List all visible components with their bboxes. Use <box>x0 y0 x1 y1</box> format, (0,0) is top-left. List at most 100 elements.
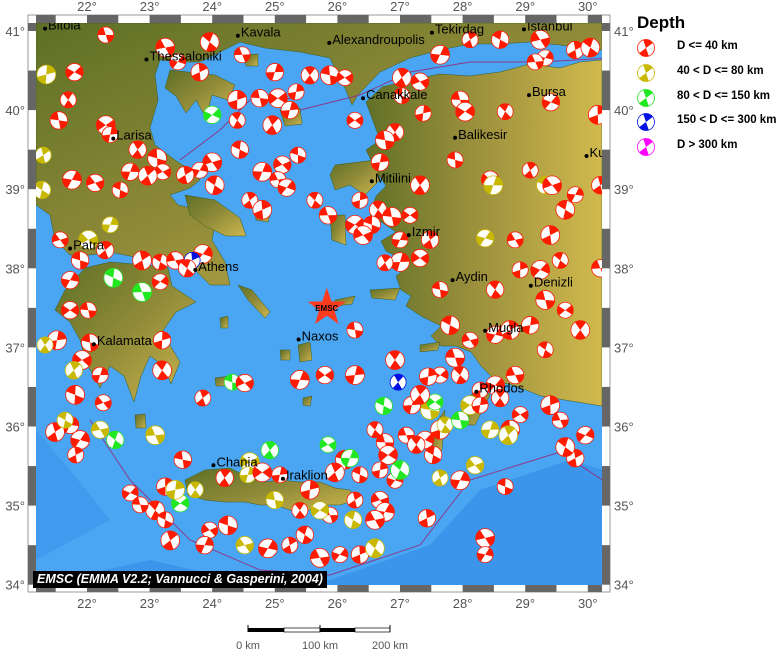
beachball-compression-quadrant <box>281 101 299 119</box>
beachball-compression-quadrant <box>251 89 269 107</box>
city-larisa: Larisa <box>111 128 152 143</box>
beachball-compression-quadrant <box>177 166 193 184</box>
legend-item-depth-80-150: 80 < D <= 150 km <box>636 88 779 108</box>
city-dot-icon <box>369 179 374 184</box>
beachball-event <box>318 206 338 225</box>
beachball-compression-quadrant <box>316 369 334 381</box>
beachball-event <box>466 456 485 475</box>
frame-segment <box>28 228 36 269</box>
city-chania: Chania <box>211 454 258 469</box>
frame-segment <box>36 15 56 23</box>
beachball-compression-quadrant <box>589 105 602 125</box>
beachball-compression-quadrant <box>419 368 437 386</box>
beachball-event <box>325 462 345 483</box>
land-paros <box>279 349 291 361</box>
land-kythera <box>134 413 147 429</box>
beachball-event <box>580 37 601 58</box>
beachball-compression-quadrant <box>392 232 408 248</box>
beachball-compression-quadrant <box>472 397 489 414</box>
lon-tick-label: 30° <box>578 0 598 14</box>
land-kea <box>219 315 229 329</box>
beachball-event <box>165 479 186 500</box>
frame-segment <box>28 545 36 585</box>
city-label: Patra <box>73 238 105 253</box>
city-dot-icon <box>296 337 301 342</box>
beachball-compression-quadrant <box>392 374 404 391</box>
beachball-compression-quadrant <box>557 437 573 457</box>
land-euboea <box>184 194 247 237</box>
beachball-event <box>431 281 449 299</box>
lon-tick-label: 22° <box>77 596 97 611</box>
beachball-compression-quadrant <box>155 360 169 380</box>
beachball-event <box>483 175 504 196</box>
beachball-compression-quadrant <box>98 241 112 259</box>
beachball-event <box>173 450 192 469</box>
beachball-event <box>475 528 495 548</box>
beachball-event <box>137 165 158 186</box>
beachball-event <box>340 449 360 468</box>
lon-tick-label: 23° <box>140 0 160 14</box>
beachball-compression-quadrant <box>68 446 83 463</box>
legend-title: Depth <box>637 13 686 32</box>
beachball-compression-quadrant <box>341 449 359 467</box>
beachball-event <box>265 490 284 510</box>
beachball-compression-quadrant <box>180 259 194 278</box>
beachball-compression-quadrant <box>288 84 304 100</box>
beachball-event <box>476 229 495 248</box>
beachball-compression-quadrant <box>420 400 440 420</box>
city-label: Kalamata <box>97 333 153 348</box>
beachball-compression-quadrant <box>97 27 114 43</box>
beachball-event <box>450 470 470 491</box>
beachball-compression-quadrant <box>290 147 306 164</box>
beachball-compression-quadrant <box>95 396 112 409</box>
beachball-compression-quadrant <box>102 217 119 233</box>
beachball-event <box>86 173 105 192</box>
beachball-compression-quadrant <box>174 451 192 469</box>
beachball-event <box>320 65 340 86</box>
beachball-event <box>201 521 219 539</box>
lon-tick-label: 27° <box>390 596 410 611</box>
beachball-event <box>160 530 181 551</box>
beachball-compression-quadrant <box>524 162 537 179</box>
city-aydin: Aydin <box>450 269 488 284</box>
frame-segment <box>602 70 610 111</box>
beachball-compression-quadrant <box>477 547 494 562</box>
beachball-event <box>132 250 152 271</box>
star-label: EMSC <box>315 304 338 313</box>
beachball-compression-quadrant <box>379 254 391 271</box>
beachball-event <box>204 175 225 196</box>
beachball-compression-quadrant <box>372 462 388 478</box>
beachball-event <box>265 63 284 82</box>
beachball-compression-quadrant <box>567 41 583 59</box>
beachball-event <box>203 105 222 124</box>
lat-tick-label: 41° <box>614 24 634 39</box>
beachball-compression-quadrant <box>252 163 272 181</box>
beachball-event <box>62 169 82 190</box>
beachball-event <box>374 396 393 416</box>
beachball-event <box>202 152 223 173</box>
beachball-compression-quadrant <box>148 148 167 168</box>
beachball-compression-quadrant <box>372 201 384 219</box>
beachball-compression-quadrant <box>218 515 237 535</box>
beachball-compression-quadrant <box>336 72 353 83</box>
beachball-event <box>461 331 479 349</box>
beachball-event <box>262 115 283 135</box>
beachball-event <box>277 178 296 197</box>
beachball-event <box>132 282 152 302</box>
beachball-compression-quadrant <box>345 365 365 385</box>
beachball-event <box>106 430 125 450</box>
beachball-event <box>353 225 373 245</box>
beachball-compression-quadrant <box>122 486 139 499</box>
beachball-event <box>252 199 273 220</box>
beachball-compression-quadrant <box>345 511 361 529</box>
beachball-compression-quadrant <box>455 105 475 118</box>
beachball-event <box>511 406 529 424</box>
beachball-compression-quadrant <box>271 466 288 483</box>
lon-tick-label: 29° <box>515 0 535 14</box>
city-label: Balikesir <box>458 127 508 142</box>
beachball-compression-quadrant <box>447 151 463 168</box>
beachball-compression-quadrant <box>202 32 217 52</box>
lon-tick-label: 25° <box>265 596 285 611</box>
beachball-event <box>36 336 54 354</box>
